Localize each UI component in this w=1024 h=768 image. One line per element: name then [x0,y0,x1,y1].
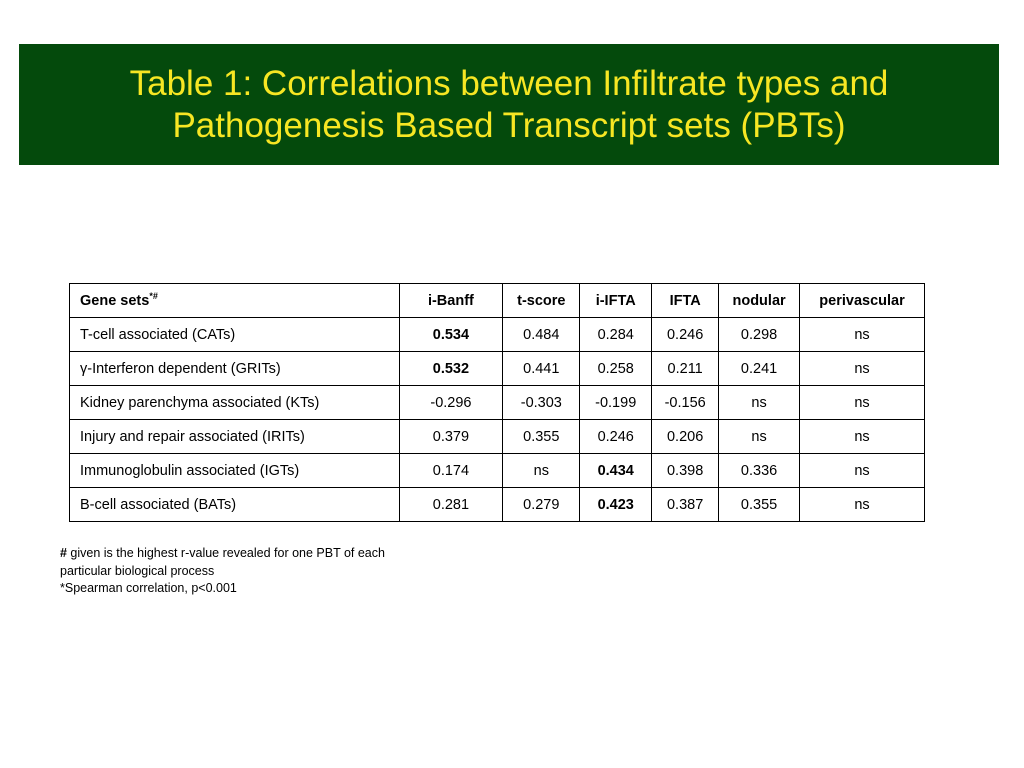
header-gene-sets-label: Gene sets [80,292,150,309]
correlation-cell: ns [799,385,925,420]
correlation-cell: 0.241 [718,351,801,386]
correlation-cell: 0.434 [579,453,653,488]
header-gene-sets: Gene sets*# [69,283,400,318]
correlation-cell: ns [799,351,925,386]
correlation-cell: -0.296 [398,385,504,420]
correlation-cell: 0.206 [651,419,720,454]
correlation-cell: 0.532 [398,351,504,386]
correlation-cell: 0.534 [398,317,504,352]
correlation-cell: 0.398 [651,453,720,488]
correlation-cell: 0.484 [502,317,581,352]
gene-set-name: Immunoglobulin associated (IGTs) [69,453,400,488]
correlation-cell: 0.281 [398,487,504,522]
slide-title-line-1: Table 1: Correlations between Infiltrate… [129,63,889,103]
correlation-cell: 0.441 [502,351,581,386]
correlation-cell: 0.246 [579,419,653,454]
correlation-cell: 0.246 [651,317,720,352]
header-nodular: nodular [718,283,801,318]
correlation-cell: 0.355 [718,487,801,522]
correlation-cell: ns [718,419,801,454]
correlation-cell: 0.174 [398,453,504,488]
table-row: B-cell associated (BATs) 0.281 0.279 0.423 0… [69,487,925,522]
footnotes: # given is the highest r-value revealed … [60,545,385,598]
header-i-ifta: i-IFTA [579,283,653,318]
gene-set-name: T-cell associated (CATs) [69,317,400,352]
correlation-cell: 0.284 [579,317,653,352]
correlation-cell: 0.379 [398,419,504,454]
correlation-cell: ns [799,419,925,454]
table-row: Injury and repair associated (IRITs) 0.37… [69,419,925,454]
table-row: Immunoglobulin associated (IGTs) 0.174 ns 0… [69,453,925,488]
table-header-row: Gene sets*# i-Banff t-score i-IFTA IFTA … [69,283,925,318]
title-banner: Table 1: Correlations between Infiltrate… [19,44,999,165]
header-ifta: IFTA [651,283,720,318]
footnote-spearman: *Spearman correlation, p<0.001 [60,581,237,595]
gene-set-name: Injury and repair associated (IRITs) [69,419,400,454]
correlation-cell: ns [718,385,801,420]
footnote-hash-symbol: # [60,546,67,560]
header-gene-sets-marks: *# [149,290,158,301]
correlation-cell: -0.156 [651,385,720,420]
correlation-cell: -0.303 [502,385,581,420]
header-t-score: t-score [502,283,581,318]
correlation-cell: 0.423 [579,487,653,522]
header-perivascular: perivascular [799,283,925,318]
correlation-cell: 0.298 [718,317,801,352]
table-row: γ-Interferon dependent (GRITs) 0.532 0.441… [69,351,925,386]
correlation-cell: 0.387 [651,487,720,522]
correlation-cell: ns [502,453,581,488]
table-row: T-cell associated (CATs) 0.534 0.484 0.284 0… [69,317,925,352]
footnote-hash-continued: particular biological process [60,563,215,578]
header-i-banff: i-Banff [398,283,504,318]
table-row: Kidney parenchyma associated (KTs) -0.296… [69,385,925,420]
correlation-cell: 0.279 [502,487,581,522]
footnote-hash-text: given is the highest r-value revealed fo… [66,546,385,560]
gene-set-name: γ-Interferon dependent (GRITs) [69,351,400,386]
gene-set-name: Kidney parenchyma associated (KTs) [69,385,400,420]
slide-title-line-2: Pathogenesis Based Transcript sets (PBTs… [172,105,846,145]
correlation-cell: 0.336 [718,453,801,488]
correlation-cell: ns [799,317,925,352]
correlation-cell: 0.211 [651,351,720,386]
footnote-hash: # given is the highest r-value revealed … [60,545,385,563]
correlation-cell: -0.199 [579,385,653,420]
correlation-cell: ns [799,453,925,488]
correlation-table: Gene sets*# i-Banff t-score i-IFTA IFTA … [69,283,925,522]
correlation-cell: ns [799,487,925,522]
gene-set-name: B-cell associated (BATs) [69,487,400,522]
correlation-cell: 0.258 [579,351,653,386]
correlation-cell: 0.355 [502,419,581,454]
